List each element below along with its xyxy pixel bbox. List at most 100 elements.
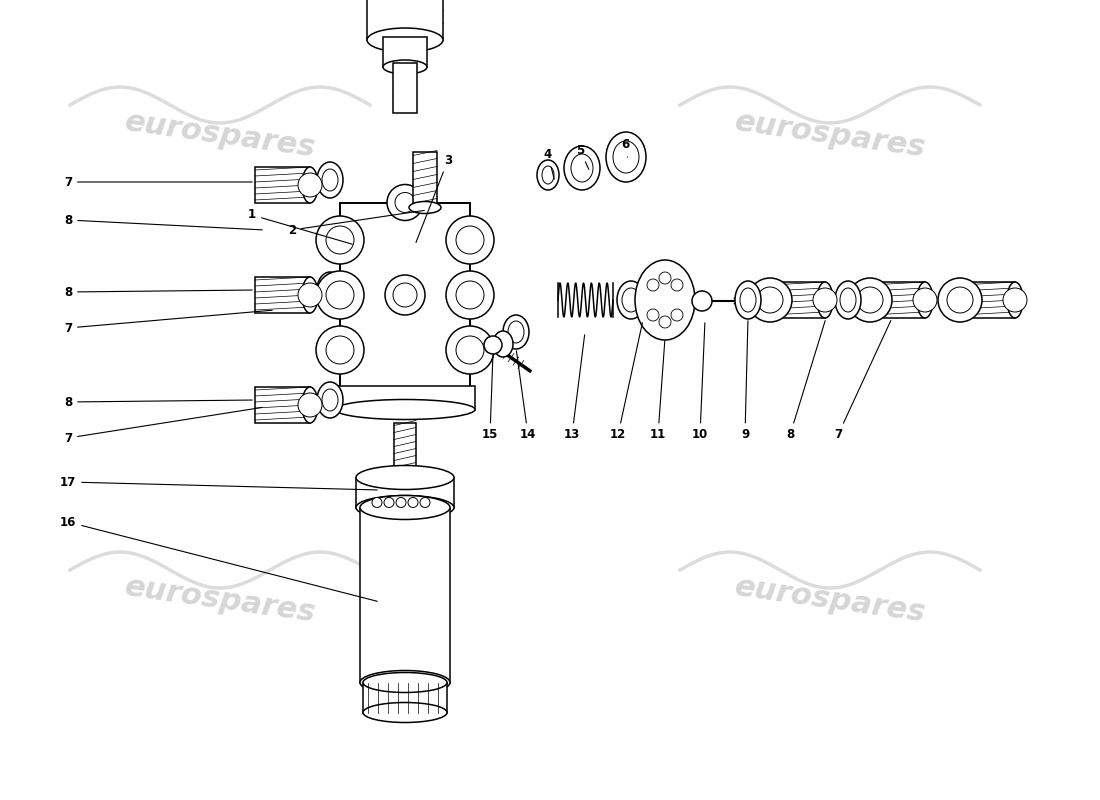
Ellipse shape [356, 495, 454, 519]
Text: 7: 7 [64, 310, 272, 334]
Bar [770, 282, 825, 318]
Text: 8: 8 [64, 214, 262, 230]
Ellipse shape [363, 673, 447, 693]
Ellipse shape [835, 281, 861, 319]
Text: 8: 8 [64, 395, 252, 409]
Circle shape [396, 498, 406, 507]
Circle shape [913, 288, 937, 312]
Circle shape [384, 498, 394, 507]
Circle shape [326, 281, 354, 309]
Text: 16: 16 [59, 515, 377, 602]
Text: 4: 4 [543, 149, 554, 179]
Bar [360, 507, 450, 682]
Circle shape [316, 326, 364, 374]
Ellipse shape [542, 166, 554, 184]
Circle shape [647, 309, 659, 321]
Ellipse shape [302, 387, 318, 423]
Ellipse shape [317, 162, 343, 198]
Ellipse shape [317, 382, 343, 418]
Circle shape [748, 278, 792, 322]
Text: eurospares: eurospares [733, 572, 927, 628]
Circle shape [659, 316, 671, 328]
Bar [255, 387, 310, 423]
Bar [960, 282, 1015, 318]
Circle shape [385, 275, 425, 315]
Bar [367, 0, 443, 40]
Text: 14: 14 [516, 350, 536, 442]
Ellipse shape [621, 288, 640, 312]
Circle shape [1003, 288, 1027, 312]
Circle shape [298, 173, 322, 197]
Ellipse shape [571, 154, 593, 182]
Circle shape [947, 287, 974, 313]
Circle shape [372, 498, 382, 507]
Circle shape [395, 193, 415, 213]
Circle shape [456, 281, 484, 309]
Circle shape [387, 185, 424, 221]
Ellipse shape [360, 670, 450, 694]
Ellipse shape [817, 282, 833, 318]
Circle shape [647, 279, 659, 291]
Ellipse shape [322, 169, 338, 191]
Ellipse shape [302, 277, 318, 313]
Text: 6: 6 [620, 138, 629, 158]
Circle shape [757, 287, 783, 313]
Circle shape [298, 283, 322, 307]
Circle shape [692, 291, 712, 311]
Circle shape [671, 309, 683, 321]
Ellipse shape [317, 272, 343, 308]
Text: 15: 15 [482, 356, 498, 442]
Circle shape [408, 498, 418, 507]
Ellipse shape [917, 282, 933, 318]
Circle shape [813, 288, 837, 312]
Text: 5: 5 [576, 143, 588, 170]
Text: 1: 1 [248, 209, 352, 244]
Ellipse shape [840, 288, 856, 312]
Circle shape [848, 278, 892, 322]
Circle shape [316, 216, 364, 264]
Ellipse shape [617, 281, 645, 319]
Text: 8: 8 [64, 286, 252, 298]
Ellipse shape [735, 281, 761, 319]
Text: 10: 10 [692, 322, 708, 442]
Bar [393, 63, 417, 113]
Circle shape [456, 336, 484, 364]
Bar [363, 682, 447, 713]
Ellipse shape [367, 0, 443, 2]
Ellipse shape [383, 60, 427, 74]
Bar [394, 422, 416, 478]
Bar [412, 153, 437, 207]
Circle shape [484, 336, 502, 354]
Bar [340, 202, 470, 387]
Text: eurospares: eurospares [122, 572, 318, 628]
Ellipse shape [503, 315, 529, 349]
Ellipse shape [1006, 282, 1023, 318]
Circle shape [316, 271, 364, 319]
Ellipse shape [537, 160, 559, 190]
Text: 17: 17 [59, 475, 377, 490]
Text: 3: 3 [416, 154, 452, 242]
Circle shape [420, 498, 430, 507]
Text: 7: 7 [64, 407, 262, 445]
Text: 11: 11 [650, 341, 667, 442]
Text: 7: 7 [834, 321, 891, 442]
Circle shape [298, 393, 322, 417]
Text: 2: 2 [288, 210, 425, 237]
Circle shape [671, 279, 683, 291]
Ellipse shape [740, 288, 756, 312]
Bar [383, 37, 427, 67]
Ellipse shape [409, 202, 441, 214]
Ellipse shape [302, 167, 318, 203]
Circle shape [446, 271, 494, 319]
Text: 7: 7 [64, 175, 252, 189]
Text: 12: 12 [609, 322, 642, 442]
Text: eurospares: eurospares [733, 107, 927, 162]
Circle shape [326, 336, 354, 364]
Circle shape [446, 216, 494, 264]
Bar [870, 282, 925, 318]
Ellipse shape [635, 260, 695, 340]
Ellipse shape [606, 132, 646, 182]
Text: 9: 9 [741, 321, 749, 442]
Ellipse shape [336, 399, 475, 419]
Circle shape [393, 283, 417, 307]
